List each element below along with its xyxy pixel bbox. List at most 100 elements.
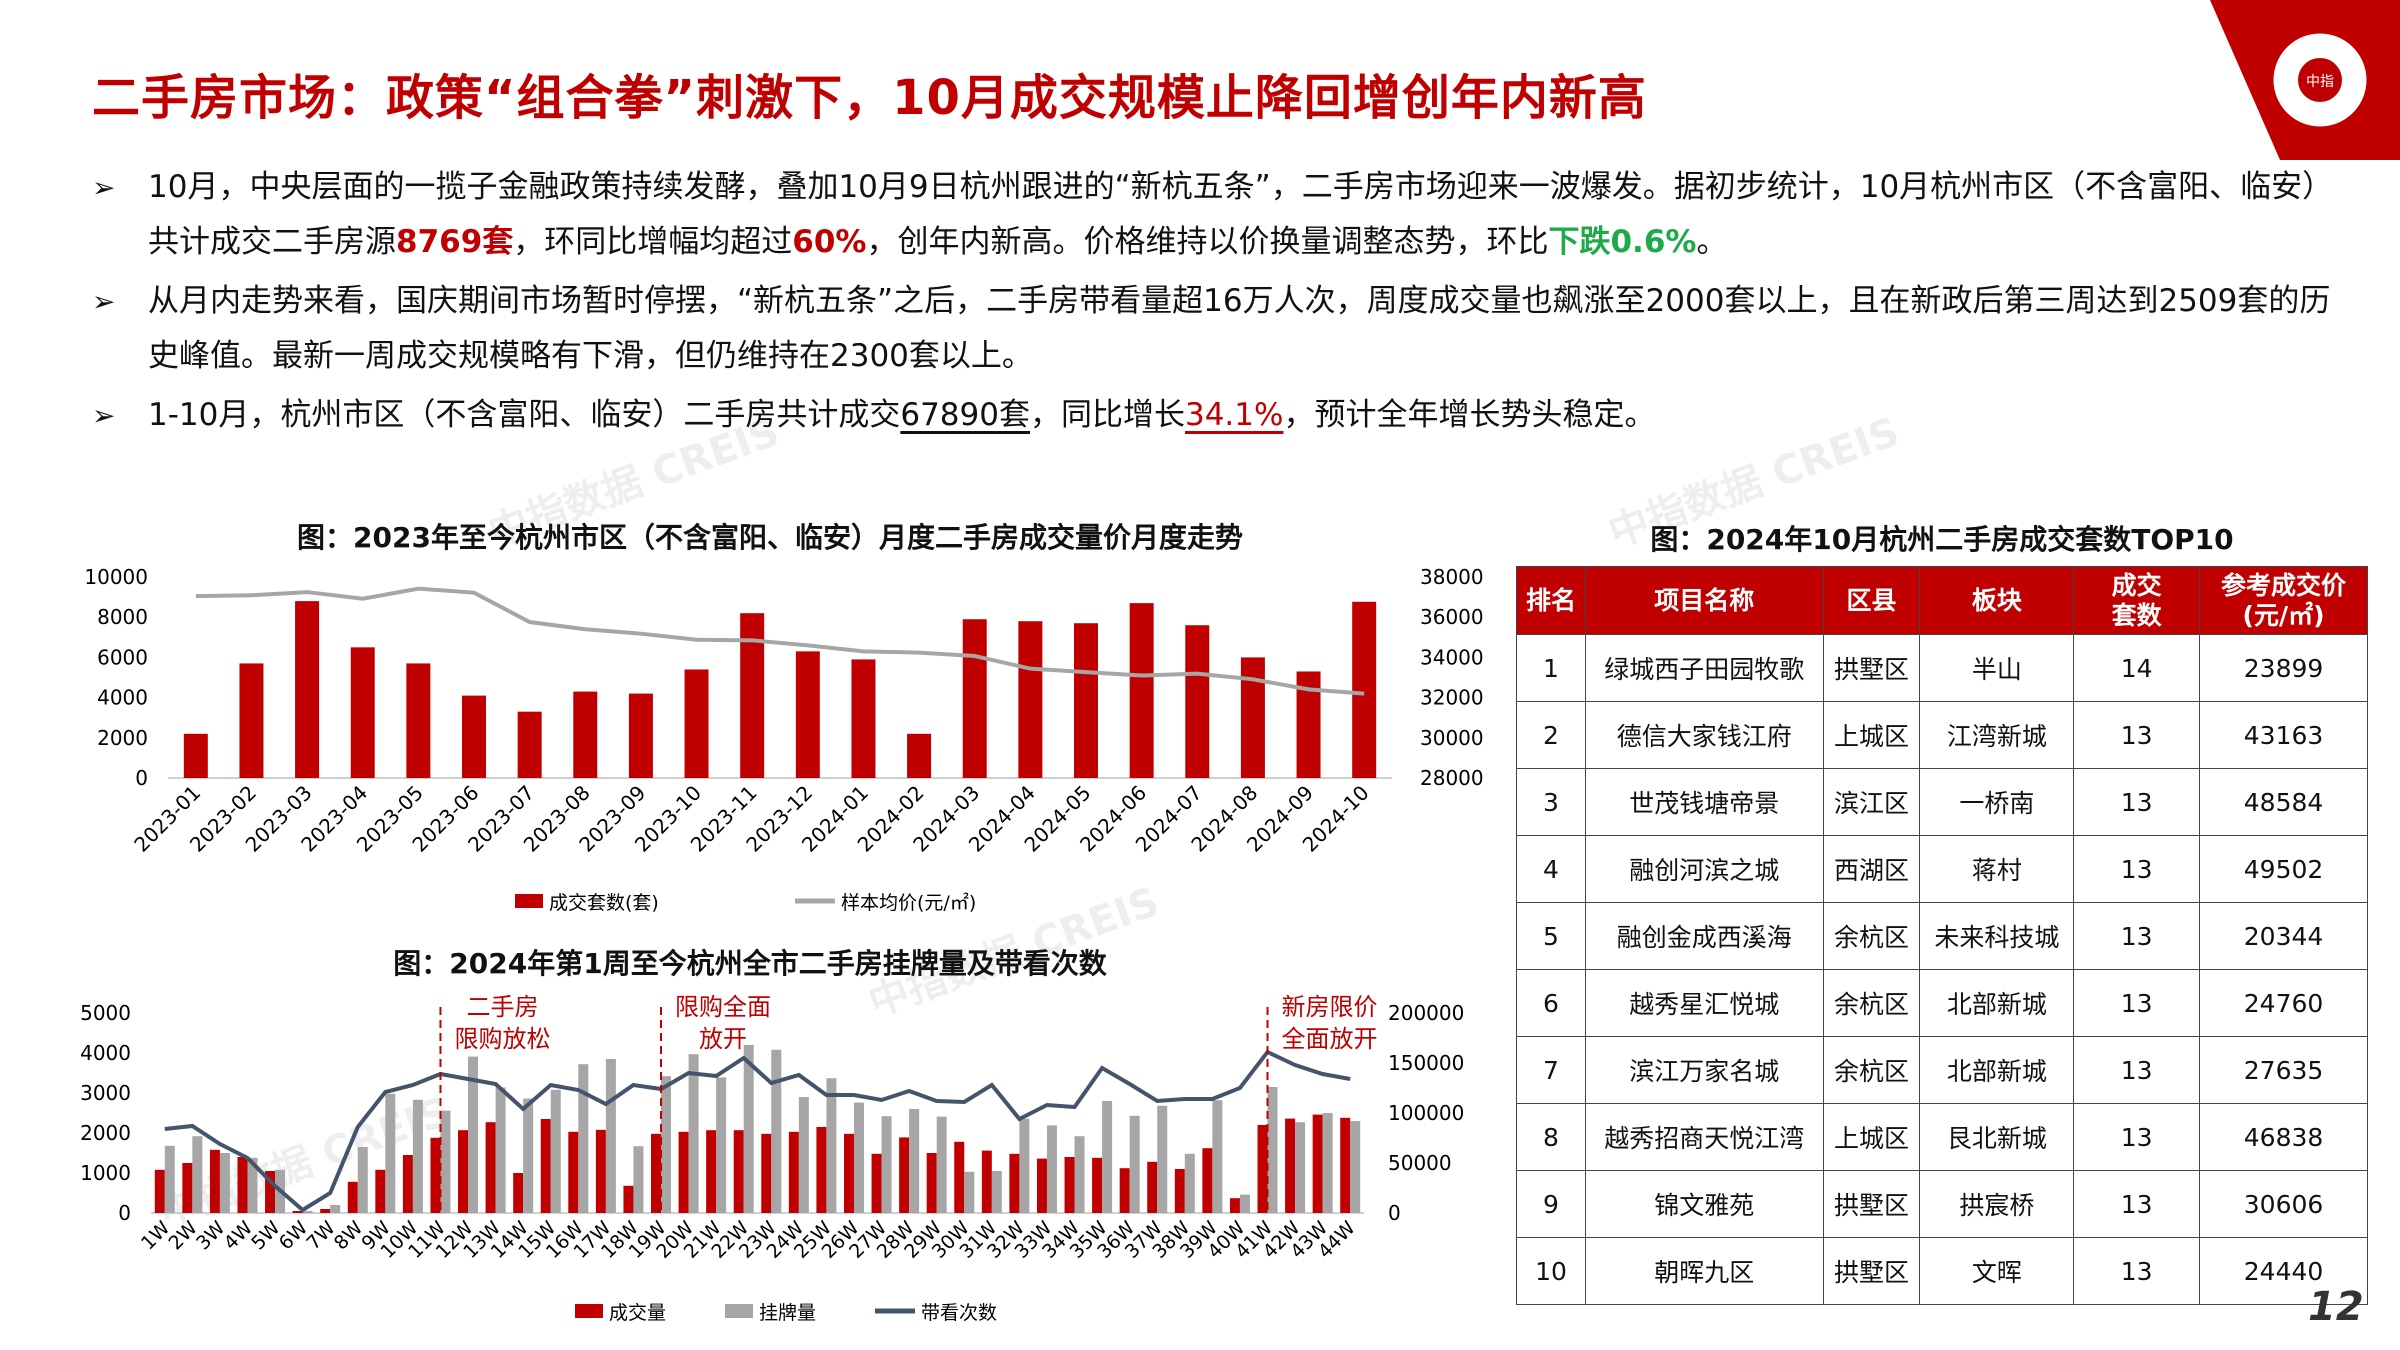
bar-挂牌量 <box>523 1098 534 1213</box>
bar-成交量 <box>1257 1125 1268 1213</box>
table-cell: 西湖区 <box>1822 835 1921 903</box>
bar-挂牌量 <box>716 1077 727 1213</box>
bar-挂牌量 <box>219 1153 230 1213</box>
bar-挂牌量 <box>578 1064 589 1213</box>
arrow-bullet-icon: ➢ <box>92 285 116 318</box>
column-header: 区县 <box>1822 566 1921 635</box>
bullet-item: ➢ 从月内走势来看，国庆期间市场暂时停摆，“新杭五条”之后，二手房带看量超16万人… <box>92 274 2352 384</box>
y-left-tick-label: 4000 <box>97 686 148 710</box>
bar-成交套数(套) <box>406 663 431 778</box>
bar-挂牌量 <box>1212 1100 1223 1213</box>
table-cell: 余杭区 <box>1822 1036 1921 1104</box>
bar-成交量 <box>458 1130 469 1213</box>
bullet-list: ➢ 10月，中央层面的一揽子金融政策持续发酵，叠加10月9日杭州跟进的“新杭五条”… <box>92 160 2352 447</box>
table-cell: 7 <box>1516 1036 1586 1104</box>
weekly-listing-visit-chart: 0100020003000400050000500001000001500002… <box>80 993 1464 1324</box>
bullet-item: ➢ 1-10月，杭州市区（不含富阳、临安）二手房共计成交67890套，同比增长34… <box>92 388 2352 443</box>
bar-成交量 <box>1340 1117 1351 1213</box>
table-cell: 13 <box>2073 1170 2201 1238</box>
y-right-tick-label: 36000 <box>1420 605 1484 629</box>
bar-挂牌量 <box>440 1110 451 1213</box>
y-right-tick-label: 150000 <box>1388 1051 1464 1075</box>
y-left-tick-label: 5000 <box>80 1001 131 1025</box>
bar-成交量 <box>1285 1118 1296 1213</box>
table-cell: 拱宸桥 <box>1919 1170 2075 1238</box>
table-cell: 融创河滨之城 <box>1584 835 1824 903</box>
table-cell: 越秀星汇悦城 <box>1584 969 1824 1037</box>
bullet-text: ，同比增长 <box>1029 397 1185 433</box>
y-right-tick-label: 200000 <box>1388 1001 1464 1025</box>
bar-挂牌量 <box>826 1078 837 1213</box>
y-left-tick-label: 8000 <box>97 605 148 629</box>
y-right-tick-label: 32000 <box>1420 686 1484 710</box>
bar-成交量 <box>1009 1153 1020 1213</box>
bar-成交量 <box>595 1129 606 1213</box>
bar-挂牌量 <box>964 1171 975 1213</box>
bar-成交套数(套) <box>962 619 987 778</box>
arrow-bullet-icon: ➢ <box>92 171 116 204</box>
bar-成交量 <box>1229 1198 1240 1213</box>
bar-挂牌量 <box>1046 1125 1057 1213</box>
column-header: 参考成交价 (元/㎡) <box>2199 566 2368 635</box>
bar-成交套数(套) <box>1240 657 1265 778</box>
annotation-text: 放开 <box>699 1025 747 1053</box>
table-cell: 24760 <box>2199 969 2368 1037</box>
table-cell: 30606 <box>2199 1170 2368 1238</box>
bar-挂牌量 <box>743 1045 754 1213</box>
table-cell: 北部新城 <box>1919 1036 2075 1104</box>
table-cell: 13 <box>2073 768 2201 836</box>
bullet-text: 1-10月，杭州市区（不含富阳、临安）二手房共计成交 <box>148 397 901 433</box>
legend-label: 成交量 <box>609 1302 666 1324</box>
bar-挂牌量 <box>1102 1101 1113 1213</box>
bar-挂牌量 <box>853 1102 864 1213</box>
table-cell: 13 <box>2073 835 2201 903</box>
table-cell: 27635 <box>2199 1036 2368 1104</box>
table-title: 图：2024年10月杭州二手房成交套数TOP10 <box>1650 523 2234 556</box>
legend-label: 成交套数(套) <box>549 892 659 914</box>
y-right-tick-label: 30000 <box>1420 726 1484 750</box>
bar-成交量 <box>568 1131 579 1213</box>
highlight-text: 60% <box>792 224 867 260</box>
bar-成交量 <box>513 1173 524 1213</box>
table-cell: 余杭区 <box>1822 969 1921 1037</box>
bar-成交量 <box>981 1150 992 1213</box>
bar-成交套数(套) <box>1018 621 1043 778</box>
table-cell: 艮北新城 <box>1919 1103 2075 1171</box>
bar-成交套数(套) <box>350 647 375 778</box>
bar-成交套数(套) <box>628 693 653 778</box>
bar-成交量 <box>623 1185 634 1213</box>
bar-成交量 <box>733 1130 744 1213</box>
table-cell: 13 <box>2073 969 2201 1037</box>
bar-成交套数(套) <box>239 663 264 778</box>
line-带看次数 <box>164 1049 1351 1213</box>
bar-挂牌量 <box>1322 1113 1333 1213</box>
bar-成交量 <box>430 1137 441 1213</box>
bar-成交量 <box>1174 1169 1185 1213</box>
column-header: 项目名称 <box>1584 566 1824 635</box>
bar-成交量 <box>1312 1114 1323 1213</box>
annotation-text: 限购全面 <box>675 993 771 1021</box>
arrow-bullet-icon: ➢ <box>92 399 116 432</box>
table-cell: 8 <box>1516 1103 1586 1171</box>
y-right-tick-label: 0 <box>1388 1201 1401 1225</box>
annotation-text: 限购放松 <box>454 1025 550 1053</box>
highlight-text: 67890套 <box>900 397 1030 433</box>
bar-挂牌量 <box>1129 1115 1140 1213</box>
page-number: 12 <box>2308 1284 2364 1330</box>
table-cell: 未来科技城 <box>1919 902 2075 970</box>
bar-成交量 <box>540 1119 551 1213</box>
bar-成交量 <box>1064 1157 1075 1213</box>
table-cell: 北部新城 <box>1919 969 2075 1037</box>
bar-成交量 <box>347 1181 358 1213</box>
y-right-tick-label: 38000 <box>1420 565 1484 589</box>
highlight-text: 34.1% <box>1184 397 1284 433</box>
bar-挂牌量 <box>1239 1194 1250 1213</box>
column-header: 排名 <box>1516 566 1586 635</box>
table-cell: 蒋村 <box>1919 835 2075 903</box>
y-left-tick-label: 6000 <box>97 645 148 669</box>
bar-挂牌量 <box>633 1146 644 1213</box>
bar-成交套数(套) <box>462 695 486 778</box>
bar-成交量 <box>678 1131 689 1213</box>
bar-挂牌量 <box>1074 1136 1085 1213</box>
table-row: 7 滨江万家名城 余杭区 北部新城 13 27635 <box>1516 1036 2368 1104</box>
